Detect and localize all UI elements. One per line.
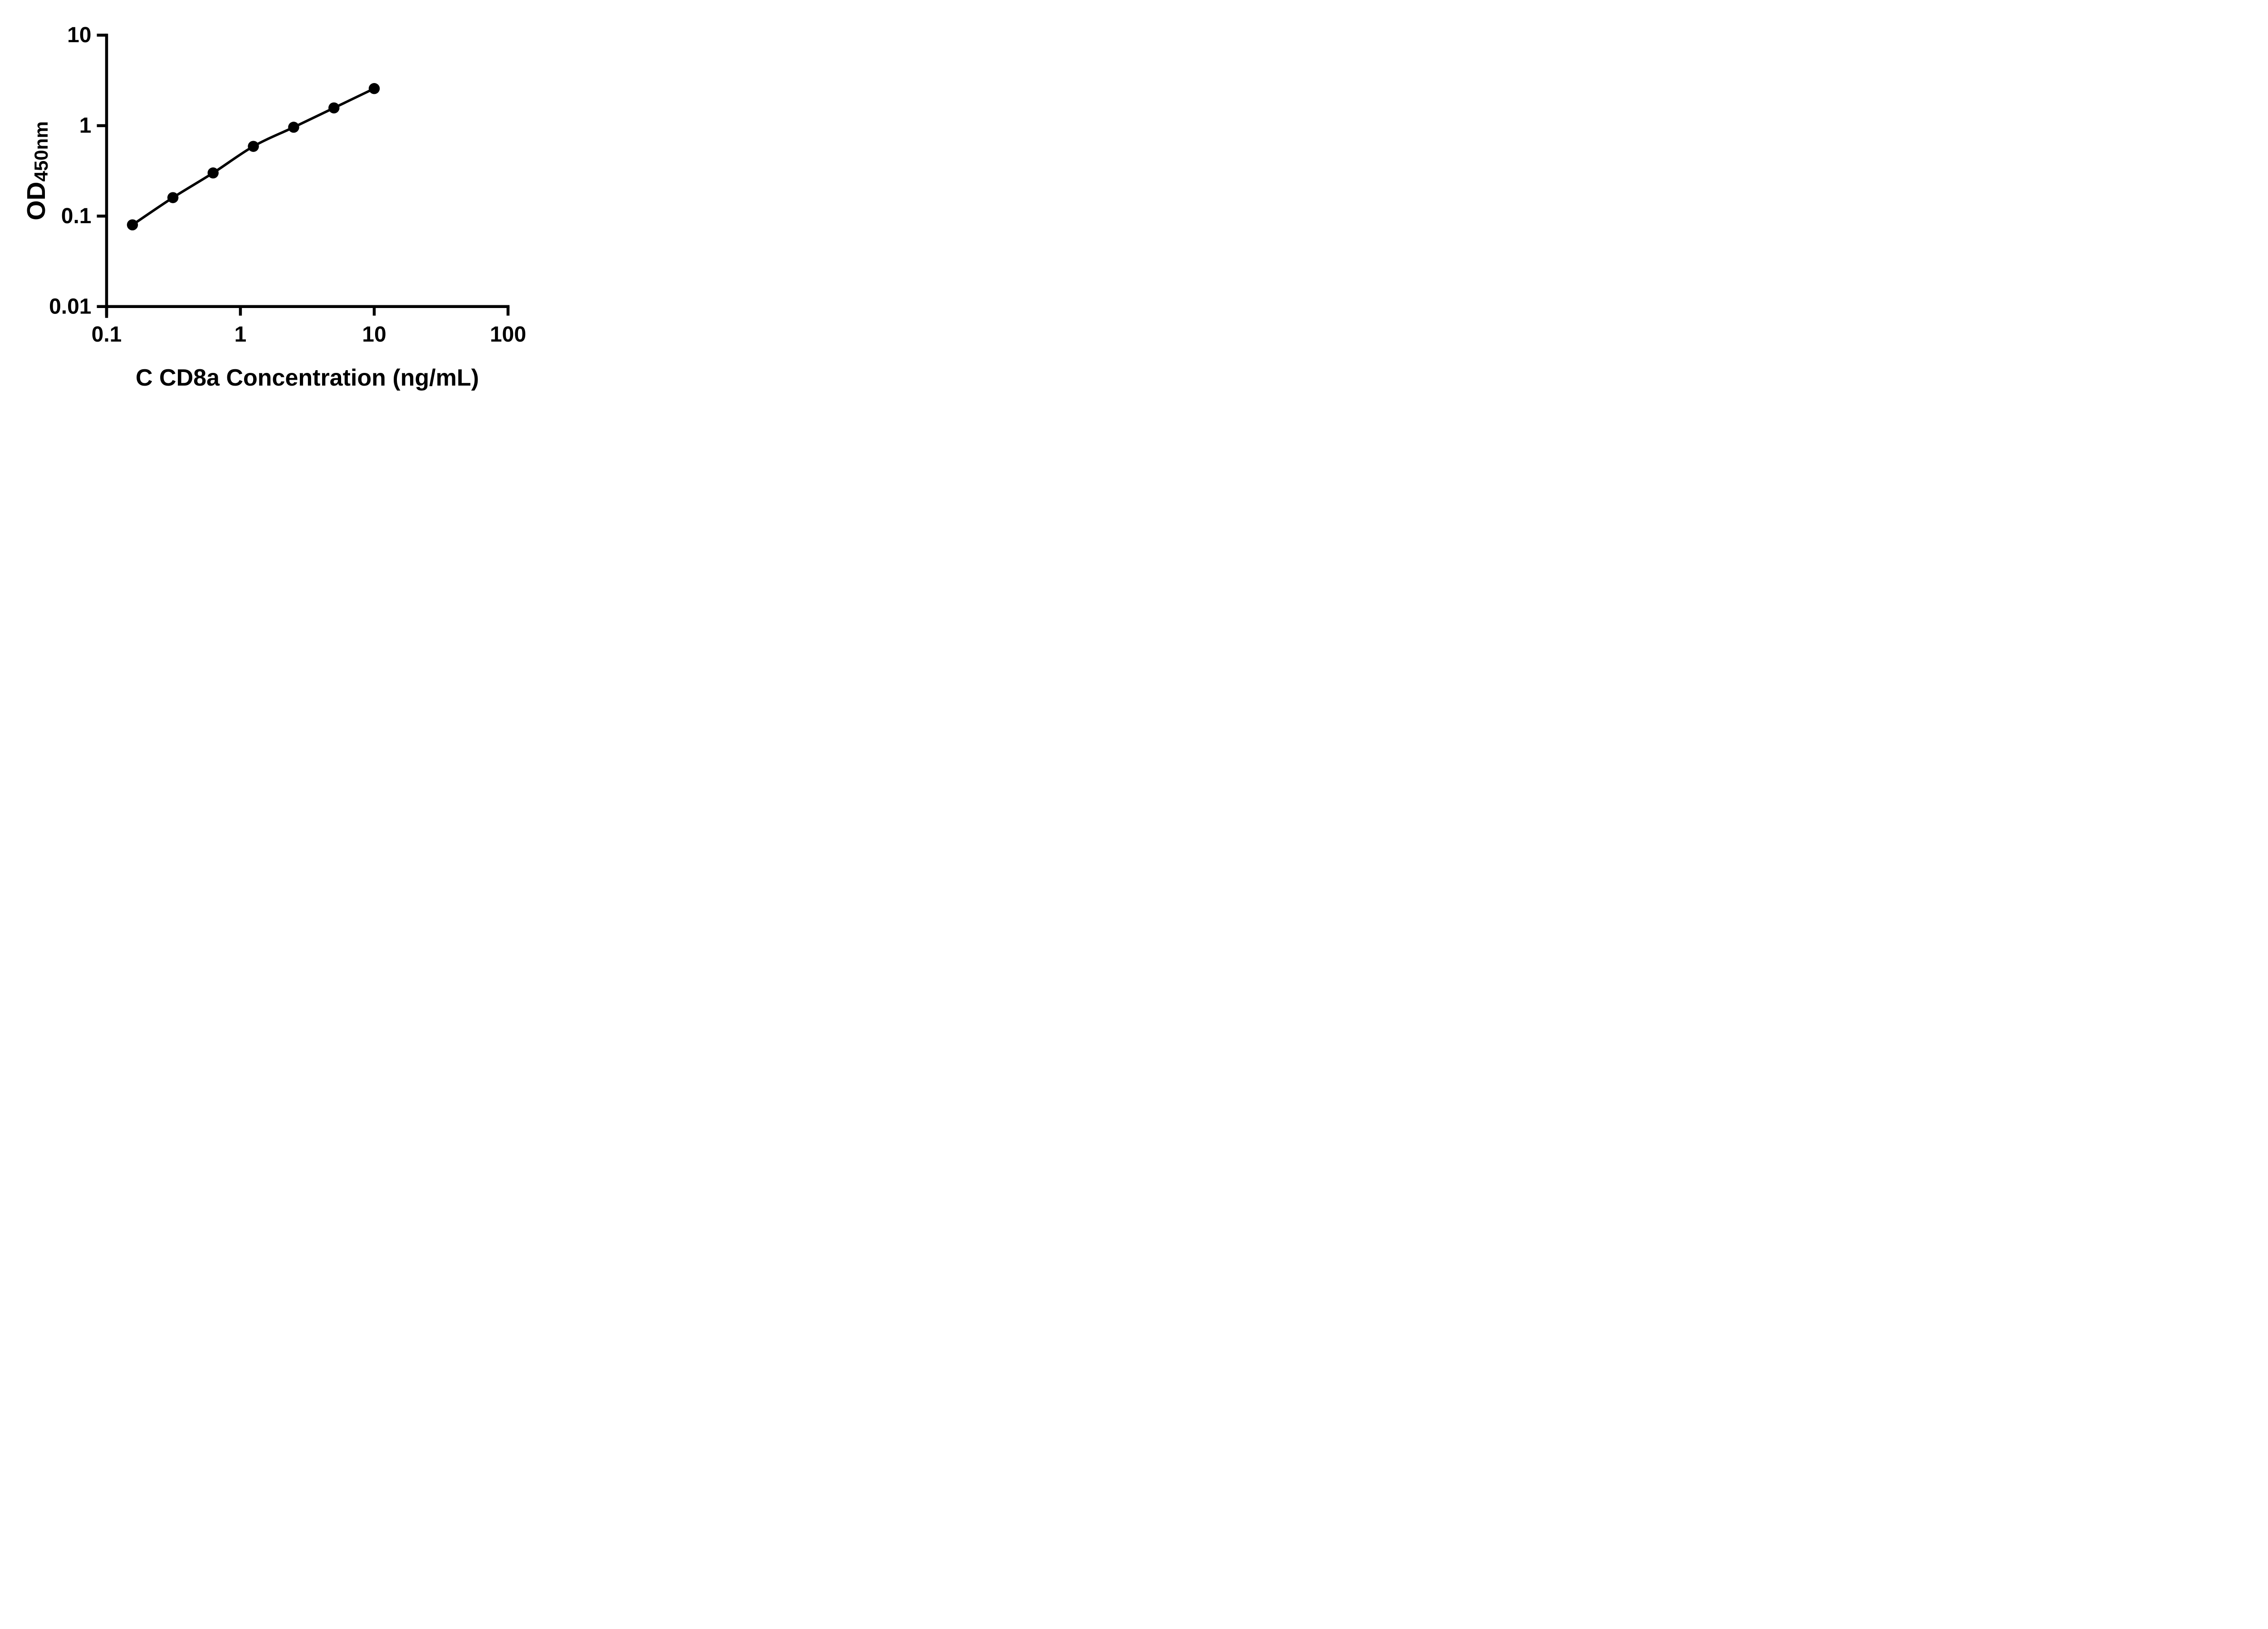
y-axis-title-subscript: 450nm <box>30 121 52 181</box>
x-tick-label: 10 <box>362 323 386 347</box>
data-point-marker <box>328 102 340 114</box>
data-point-marker <box>167 192 179 203</box>
y-axis-title-base: OD <box>22 181 51 220</box>
x-axis-title: C CD8a Concentration (ng/mL) <box>136 365 479 391</box>
y-tick-label: 0.01 <box>49 294 91 318</box>
y-tick-label: 0.1 <box>61 204 92 228</box>
y-axis-tick-labels: 10 1 0.1 0.01 <box>49 23 91 318</box>
data-point-marker <box>248 141 259 152</box>
y-tick-label: 10 <box>67 23 91 47</box>
x-axis-ticks <box>105 306 510 316</box>
x-axis-tick-labels: 0.1 1 10 100 <box>92 323 526 347</box>
data-point-marker <box>288 122 299 133</box>
data-points <box>127 83 380 230</box>
data-point-marker <box>368 83 380 94</box>
data-point-marker <box>207 167 219 179</box>
data-point-marker <box>127 219 138 230</box>
y-tick-label: 1 <box>79 113 92 137</box>
y-axis-title: OD450nm <box>22 121 52 220</box>
y-axis-ticks <box>97 34 107 308</box>
elisa-standard-curve-figure: 10 1 0.1 0.01 0.1 1 10 100 C CD8a Concentratio… <box>0 0 583 407</box>
x-tick-label: 1 <box>235 323 247 347</box>
x-tick-label: 100 <box>490 323 526 347</box>
x-tick-label: 0.1 <box>92 323 122 347</box>
